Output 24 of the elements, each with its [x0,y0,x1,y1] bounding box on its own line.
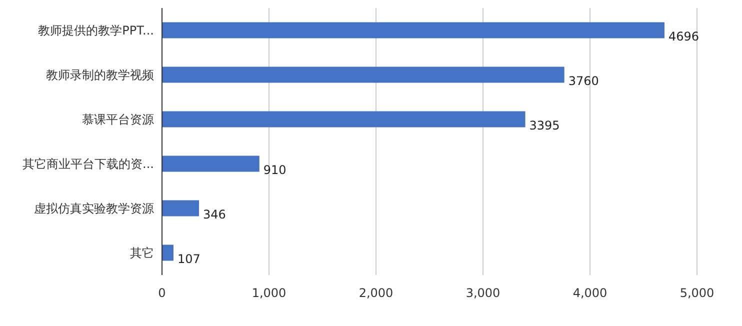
data-label: 910 [263,162,286,177]
bar [162,22,664,38]
x-tick-label: 5,000 [680,286,714,300]
data-label: 3760 [568,74,599,88]
data-label: 107 [177,252,200,266]
x-tick-label: 2,000 [358,286,394,300]
y-tick-label: 教师录制的教学视频 [46,68,154,82]
y-tick-label: 其它 [130,246,154,260]
bar [162,200,200,216]
bar [162,111,526,128]
y-tick-label: 慕课平台资源 [82,112,154,126]
bar [162,66,564,83]
bar [162,244,174,261]
data-label: 346 [203,207,226,222]
x-tick-label: 4,000 [572,286,608,300]
x-tick-label: 1,000 [252,286,286,300]
bar [162,156,260,172]
y-tick-label: 虚拟仿真实验教学资源 [34,201,154,216]
data-label: 4696 [668,29,700,44]
data-label: 3395 [529,118,560,132]
y-tick-label: 教师提供的教学PPT... [38,23,154,38]
x-tick-label: 0 [158,286,166,300]
y-tick-label: 其它商业平台下载的资... [22,156,154,171]
x-tick-label: 3,000 [466,286,500,300]
